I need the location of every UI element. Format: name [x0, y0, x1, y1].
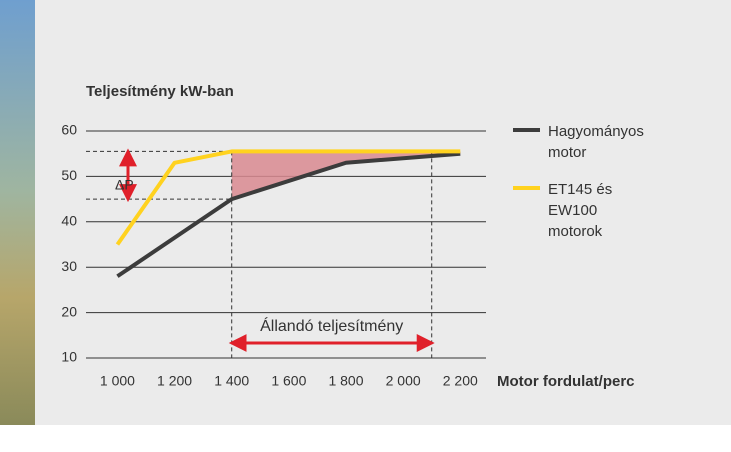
x-tick-label: 1 200 [157, 373, 192, 389]
gap-area [231, 151, 461, 200]
constant-label: Állandó teljesítmény [260, 316, 403, 335]
x-tick-label: 1 400 [214, 373, 249, 389]
photo-strip [0, 0, 35, 425]
series-line [116, 151, 461, 278]
series-line [115, 149, 461, 246]
legend-label: ET145 és EW100 motorok [548, 181, 613, 240]
panel [35, 0, 731, 425]
x-tick-label: 2 200 [443, 373, 478, 389]
x-tick-label: 1 000 [100, 373, 135, 389]
y-tick-label: 50 [61, 167, 77, 183]
y-tick-label: 40 [61, 213, 77, 229]
y-tick-label: 30 [61, 258, 77, 274]
x-tick-label: 2 000 [386, 373, 421, 389]
y-tick-label: 10 [61, 349, 77, 365]
x-tick-label: 1 800 [328, 373, 363, 389]
y-tick-label: 20 [61, 303, 77, 319]
y-tick-label: 60 [61, 122, 77, 138]
x-axis-label: Motor fordulat/perc [497, 373, 635, 390]
x-tick-label: 1 600 [271, 373, 306, 389]
legend-label: Hagyományos motor [548, 123, 644, 161]
chart-title: Teljesítmény kW-ban [86, 83, 234, 100]
delta-p-label: ΔP [115, 177, 134, 193]
